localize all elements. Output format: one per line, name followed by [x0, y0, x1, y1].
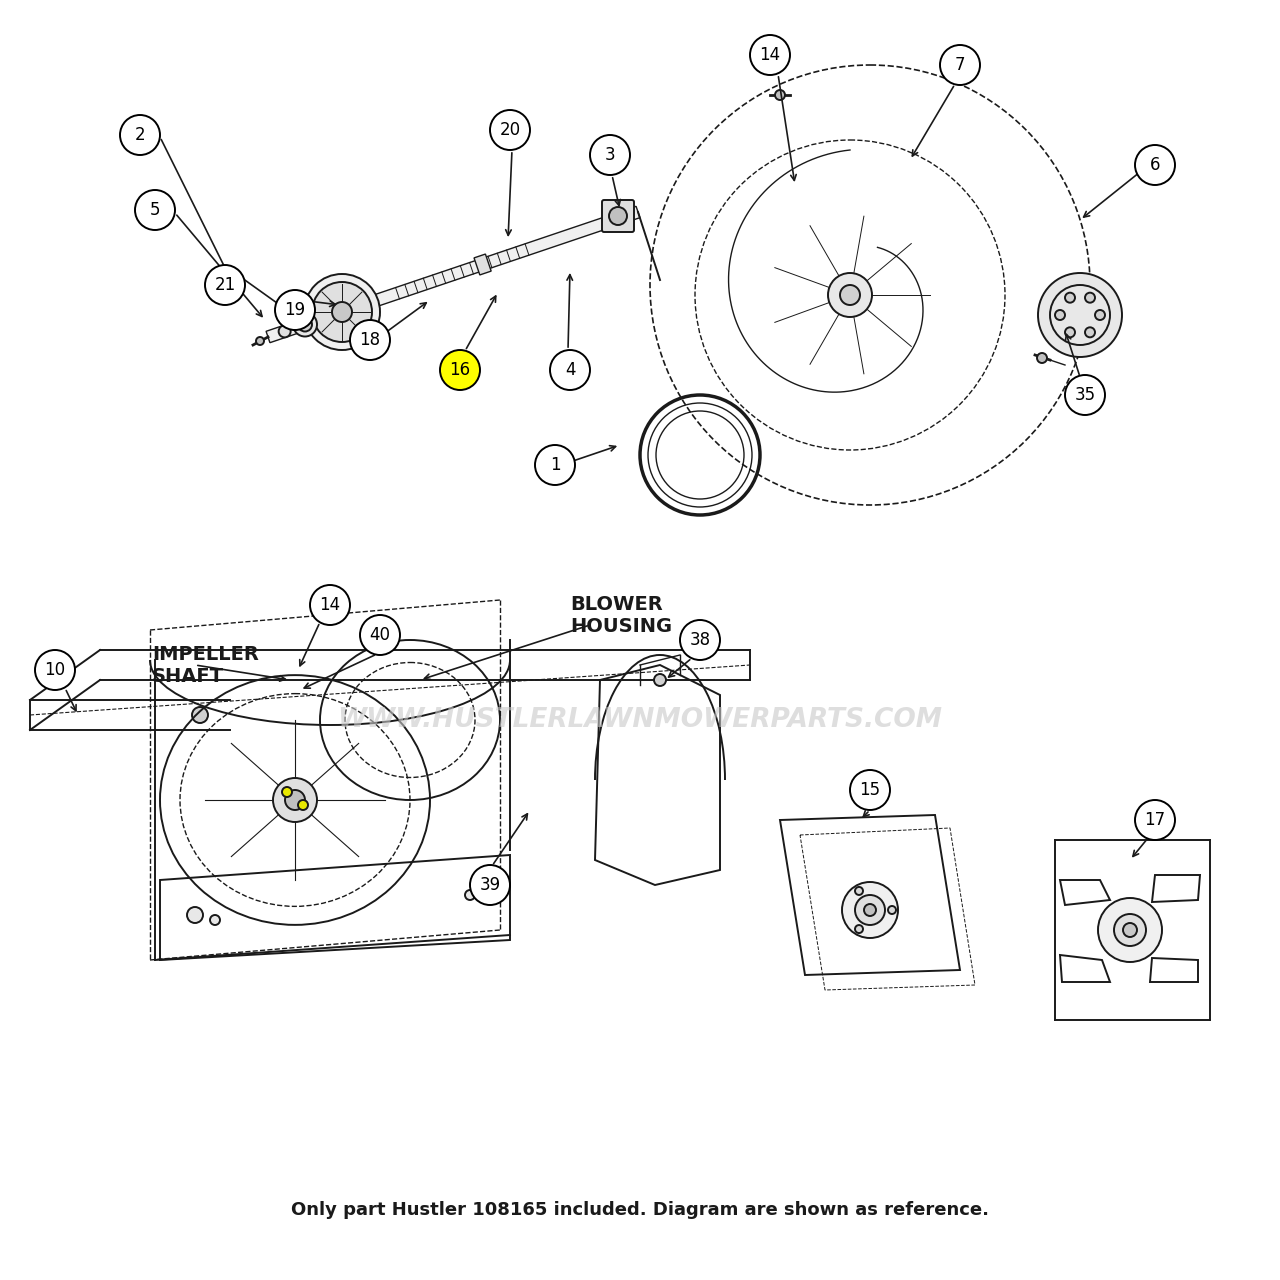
- Text: 1: 1: [549, 456, 561, 474]
- Text: 20: 20: [499, 122, 521, 140]
- Circle shape: [774, 90, 785, 100]
- Text: 39: 39: [480, 876, 500, 893]
- Circle shape: [1065, 293, 1075, 302]
- Circle shape: [1055, 310, 1065, 320]
- Circle shape: [855, 887, 863, 895]
- Circle shape: [1065, 328, 1075, 338]
- Text: 38: 38: [690, 631, 710, 649]
- Circle shape: [134, 189, 175, 230]
- Text: 15: 15: [859, 781, 881, 799]
- Text: 7: 7: [955, 56, 965, 74]
- Text: 19: 19: [284, 301, 306, 319]
- Circle shape: [1038, 273, 1123, 357]
- Circle shape: [1135, 800, 1175, 840]
- Text: 21: 21: [214, 276, 236, 294]
- Circle shape: [855, 895, 884, 925]
- Circle shape: [256, 337, 264, 346]
- Circle shape: [1098, 899, 1162, 963]
- Circle shape: [192, 707, 209, 723]
- Circle shape: [888, 906, 896, 914]
- Circle shape: [205, 265, 244, 305]
- Text: 17: 17: [1144, 812, 1166, 829]
- Text: 4: 4: [564, 361, 575, 379]
- Circle shape: [842, 882, 899, 938]
- Circle shape: [654, 675, 666, 686]
- Circle shape: [293, 312, 317, 337]
- Circle shape: [310, 585, 349, 625]
- Text: WWW.HUSTLERLAWNMOWERPARTS.COM: WWW.HUSTLERLAWNMOWERPARTS.COM: [338, 707, 942, 733]
- Text: 35: 35: [1074, 387, 1096, 404]
- Circle shape: [120, 115, 160, 155]
- Circle shape: [285, 790, 305, 810]
- Text: IMPELLER
SHAFT: IMPELLER SHAFT: [152, 645, 259, 686]
- Circle shape: [273, 778, 317, 822]
- Circle shape: [35, 650, 76, 690]
- Text: 10: 10: [45, 660, 65, 678]
- Circle shape: [864, 904, 876, 916]
- Polygon shape: [474, 253, 492, 275]
- Circle shape: [470, 865, 509, 905]
- Circle shape: [187, 908, 204, 923]
- Circle shape: [440, 349, 480, 390]
- Circle shape: [490, 110, 530, 150]
- Text: 2: 2: [134, 125, 146, 145]
- Polygon shape: [266, 206, 640, 343]
- Circle shape: [298, 800, 308, 810]
- Text: 5: 5: [150, 201, 160, 219]
- FancyBboxPatch shape: [602, 200, 634, 232]
- Circle shape: [828, 273, 872, 317]
- Text: 18: 18: [360, 332, 380, 349]
- Circle shape: [590, 134, 630, 175]
- Circle shape: [298, 317, 312, 332]
- Circle shape: [750, 35, 790, 76]
- Circle shape: [1037, 353, 1047, 364]
- Circle shape: [855, 925, 863, 933]
- Circle shape: [940, 45, 980, 84]
- Circle shape: [1123, 923, 1137, 937]
- Circle shape: [535, 445, 575, 485]
- Circle shape: [360, 614, 401, 655]
- Circle shape: [275, 291, 315, 330]
- Text: 16: 16: [449, 361, 471, 379]
- Circle shape: [1085, 293, 1094, 302]
- Circle shape: [1085, 328, 1094, 338]
- Circle shape: [1135, 145, 1175, 186]
- Text: Only part Hustler 108165 included. Diagram are shown as reference.: Only part Hustler 108165 included. Diagr…: [291, 1201, 989, 1219]
- Text: 40: 40: [370, 626, 390, 644]
- Circle shape: [312, 282, 372, 342]
- Circle shape: [282, 787, 292, 797]
- Circle shape: [465, 890, 475, 900]
- Circle shape: [680, 620, 721, 660]
- Circle shape: [850, 771, 890, 810]
- Circle shape: [349, 320, 390, 360]
- Circle shape: [332, 302, 352, 323]
- Circle shape: [1065, 375, 1105, 415]
- Circle shape: [550, 349, 590, 390]
- Circle shape: [840, 285, 860, 305]
- Circle shape: [609, 207, 627, 225]
- Text: 3: 3: [604, 146, 616, 164]
- Text: 6: 6: [1149, 156, 1160, 174]
- Circle shape: [279, 325, 291, 338]
- Circle shape: [305, 274, 380, 349]
- Text: BLOWER
HOUSING: BLOWER HOUSING: [570, 595, 672, 636]
- Text: 14: 14: [320, 596, 340, 614]
- Circle shape: [210, 915, 220, 925]
- Circle shape: [1094, 310, 1105, 320]
- Text: 14: 14: [759, 46, 781, 64]
- Circle shape: [1114, 914, 1146, 946]
